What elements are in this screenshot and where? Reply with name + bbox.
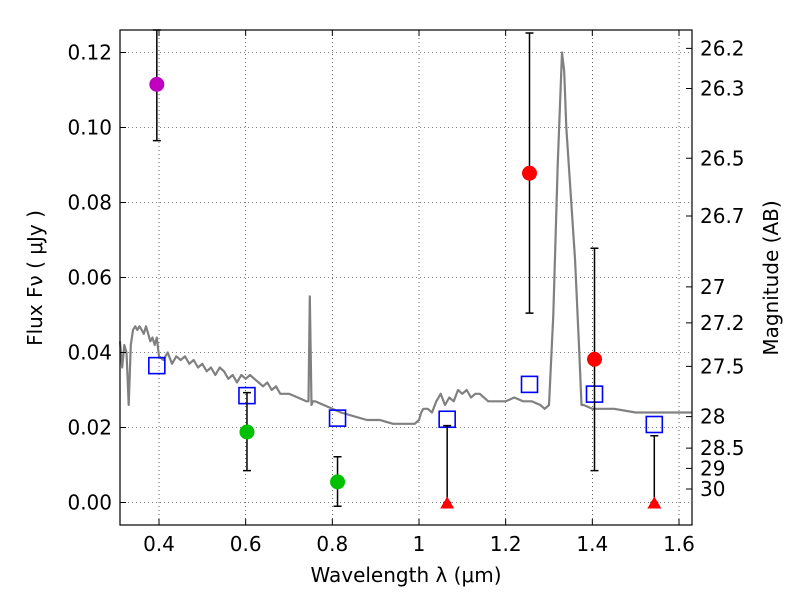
y-tick-label: 0.06 xyxy=(67,266,112,290)
upper-limit-triangle xyxy=(647,496,662,509)
magnitude-tick-label: 26.3 xyxy=(700,77,745,101)
y-tick-label: 0.08 xyxy=(67,191,112,215)
y-tick-label: 0.04 xyxy=(67,341,112,365)
magnitude-tick-label: 27 xyxy=(700,275,725,299)
grid-lines xyxy=(120,30,692,525)
model-flux-square xyxy=(438,410,456,429)
axis-ticks: 0.4 0.6 0.8 1 1.2 1.4 1.6 0.00 0.02 0.04 0.06 0.08 0… xyxy=(67,30,745,556)
x-axis-label: Wavelength λ (μm) xyxy=(310,563,501,587)
y-axis-right-label: Magnitude (AB) xyxy=(759,200,783,355)
y-axis-label: Flux Fν ( μJy ) xyxy=(23,210,47,346)
plot-area xyxy=(118,29,692,509)
axes-frame xyxy=(119,29,693,526)
x-tick-label: 1.6 xyxy=(663,532,695,556)
magnitude-tick-label: 27.5 xyxy=(700,354,745,378)
x-tick-label: 0.4 xyxy=(143,532,175,556)
observed-flux-point xyxy=(330,474,346,490)
observed-flux-point xyxy=(149,76,165,92)
observed-flux-point xyxy=(587,351,602,367)
x-tick-label: 0.6 xyxy=(230,532,262,556)
magnitude-tick-label: 26.7 xyxy=(700,204,745,228)
observed-flux-point xyxy=(522,165,537,181)
y-tick-label: 0.02 xyxy=(67,416,112,440)
model-flux-square xyxy=(328,409,347,427)
x-tick-label: 1.4 xyxy=(576,532,608,556)
magnitude-tick-label: 28.5 xyxy=(700,436,745,460)
model-flux-square xyxy=(148,356,166,375)
model-flux-square xyxy=(645,415,664,434)
magnitude-tick-label: 30 xyxy=(700,477,725,501)
magnitude-tick-label: 26.5 xyxy=(700,146,745,170)
y-tick-label: 0.10 xyxy=(67,116,112,140)
x-tick-label: 0.8 xyxy=(316,532,348,556)
model-flux-square xyxy=(520,375,539,394)
y-tick-label: 0.00 xyxy=(67,491,112,515)
spectrum-line xyxy=(118,51,692,425)
magnitude-tick-label: 29 xyxy=(700,456,725,480)
magnitude-tick-label: 27.2 xyxy=(700,311,745,335)
magnitude-tick-label: 28 xyxy=(700,405,725,429)
magnitude-tick-label: 26.2 xyxy=(700,36,745,60)
upper-limit-triangle xyxy=(440,496,455,509)
x-tick-label: 1 xyxy=(413,532,426,556)
x-tick-label: 1.2 xyxy=(490,532,522,556)
observed-flux-point xyxy=(239,424,255,440)
y-tick-label: 0.12 xyxy=(67,41,112,65)
